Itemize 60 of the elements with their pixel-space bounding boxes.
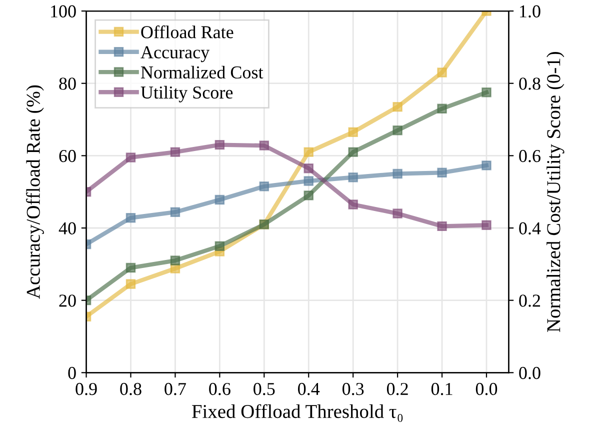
x-tick-label: 0.6 (209, 382, 230, 396)
point (437, 221, 447, 232)
x-tick-label: 0.1 (431, 382, 452, 396)
x-tick-label: 0.4 (298, 382, 320, 396)
point (348, 172, 358, 182)
point (348, 147, 358, 157)
x-tick-label: 0.7 (164, 382, 186, 396)
point (304, 176, 314, 186)
point (437, 68, 447, 78)
point (482, 88, 492, 98)
point (392, 102, 402, 112)
point (259, 182, 270, 192)
point (170, 147, 180, 157)
x-axis-title: Fixed Offload Threshold τ₀ (192, 404, 403, 422)
point (214, 241, 225, 251)
point (126, 213, 136, 223)
point (126, 279, 136, 289)
y-tick-label: 80 (59, 78, 76, 90)
y-tick-label: 40 (58, 222, 76, 234)
legend-label: Accuracy (140, 46, 210, 62)
point (214, 194, 225, 205)
y2-tick-label: 0.6 (519, 150, 540, 162)
point (170, 207, 180, 217)
y2-tick-label: 0.8 (519, 78, 540, 90)
point (304, 190, 314, 200)
y-tick-label: 20 (59, 294, 76, 307)
point (437, 168, 447, 178)
point (437, 104, 447, 114)
point (304, 147, 314, 157)
legend-label: Utility Score (140, 86, 233, 102)
y-tick-label: 100 (51, 5, 76, 18)
x-tick-label: 0.0 (476, 382, 498, 396)
point (482, 220, 492, 230)
legend-label: Offload Rate (141, 25, 234, 38)
point (214, 140, 225, 150)
y2-tick-label: 0.0 (519, 366, 540, 380)
point (259, 140, 270, 150)
y-tick-label: 60 (59, 150, 76, 162)
x-tick-label: 0.5 (254, 382, 275, 396)
x-tick-label: 0.3 (342, 382, 364, 396)
point (348, 127, 358, 138)
point (170, 256, 180, 266)
x-tick-label: 0.8 (120, 382, 142, 396)
point (126, 152, 136, 162)
point (392, 208, 402, 218)
point (392, 126, 402, 136)
y2-axis-title: Normalized Cost/Utility Score (0-1) (546, 52, 564, 332)
point (348, 200, 358, 210)
y2-tick-label: 1.0 (520, 5, 540, 18)
legend-label: Normalized Cost (140, 66, 264, 79)
y2-tick-label: 0.4 (519, 222, 541, 235)
y-tick-label: 0 (68, 366, 76, 380)
x-tick-label: 0.9 (76, 382, 97, 396)
point (392, 168, 402, 179)
y2-tick-label: 0.2 (519, 294, 540, 307)
point (126, 262, 136, 273)
x-tick-label: 0.2 (386, 382, 408, 396)
point (482, 160, 492, 170)
point (304, 163, 314, 174)
y-axis-title: Accuracy/Offload Rate (%) (26, 85, 44, 299)
